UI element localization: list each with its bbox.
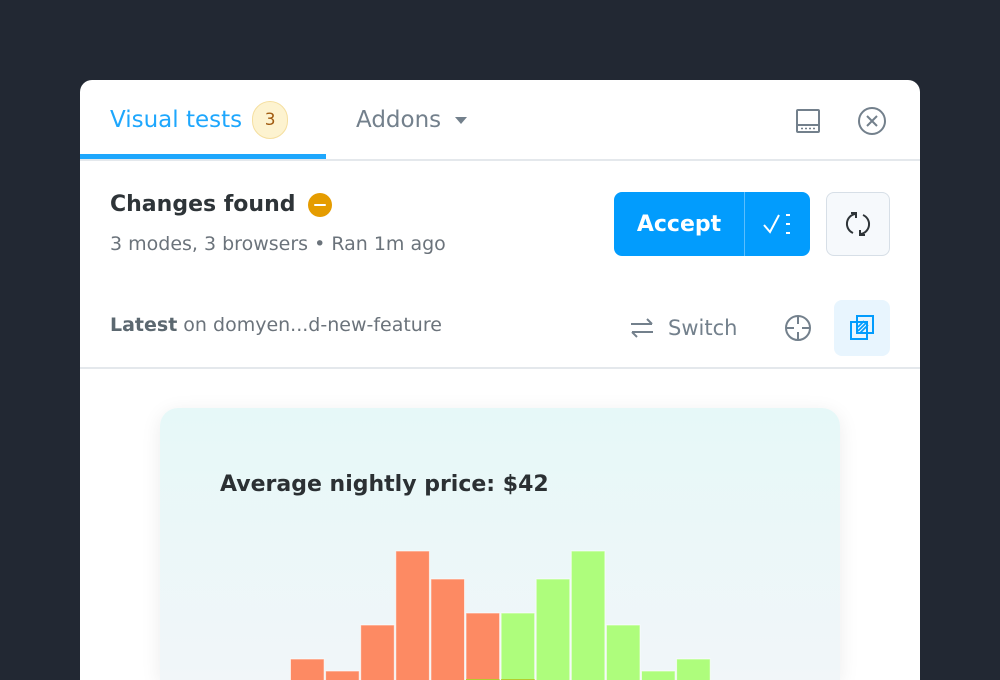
accept-button-group: Accept: [614, 192, 810, 256]
histogram-bar: [325, 670, 360, 680]
switch-button[interactable]: Switch: [628, 308, 737, 348]
crosshair-icon[interactable]: [780, 310, 816, 346]
divider: [80, 367, 920, 369]
preview-card: Average nightly price: $42: [160, 408, 840, 680]
histogram-bar: [430, 578, 465, 680]
close-circle-icon[interactable]: [854, 104, 890, 138]
visual-tests-panel: Visual tests 3 Addons Changes found 3 mo…: [80, 80, 920, 680]
histogram-bar: [535, 578, 571, 680]
histogram-bar: [641, 670, 676, 680]
build-label: Latest: [110, 314, 178, 336]
histogram-bar: [570, 550, 606, 680]
tab-addons[interactable]: Addons: [356, 80, 468, 160]
preview-title: Average nightly price: $42: [220, 472, 549, 497]
histogram-bar: [395, 550, 430, 680]
diff-overlay-icon: [850, 315, 874, 340]
tab-bar: Visual tests 3 Addons: [80, 80, 920, 161]
tab-visual-tests[interactable]: Visual tests 3: [110, 80, 289, 160]
diff-toggle-button[interactable]: [834, 300, 890, 356]
histogram-bar: [465, 612, 501, 680]
histogram-bar: [360, 624, 395, 680]
histogram-bar: [500, 612, 536, 680]
branch-name: on domyen...d-new-feature: [183, 314, 442, 336]
status-subtitle: 3 modes, 3 browsers • Ran 1m ago: [110, 233, 446, 255]
histogram-bar: [290, 658, 325, 680]
switch-arrows-icon: [631, 318, 653, 338]
count-badge: 3: [252, 101, 289, 139]
check-list-icon: [762, 214, 790, 234]
histogram-bar: [605, 624, 641, 680]
changes-status-icon: [307, 192, 332, 217]
caret-down-icon: [455, 116, 468, 124]
switch-label: Switch: [668, 316, 738, 340]
tab-label: Visual tests: [110, 107, 243, 133]
active-tab-indicator: [80, 154, 326, 159]
accept-options-button[interactable]: [745, 192, 810, 256]
price-histogram: [290, 550, 711, 680]
sync-icon: [845, 212, 871, 236]
accept-button[interactable]: Accept: [614, 192, 745, 256]
tab-label: Addons: [356, 107, 442, 133]
histogram-bar: [676, 658, 711, 680]
rerun-button[interactable]: [826, 192, 890, 256]
status-title: Changes found: [110, 192, 296, 217]
panel-bottom-icon[interactable]: [792, 106, 824, 136]
